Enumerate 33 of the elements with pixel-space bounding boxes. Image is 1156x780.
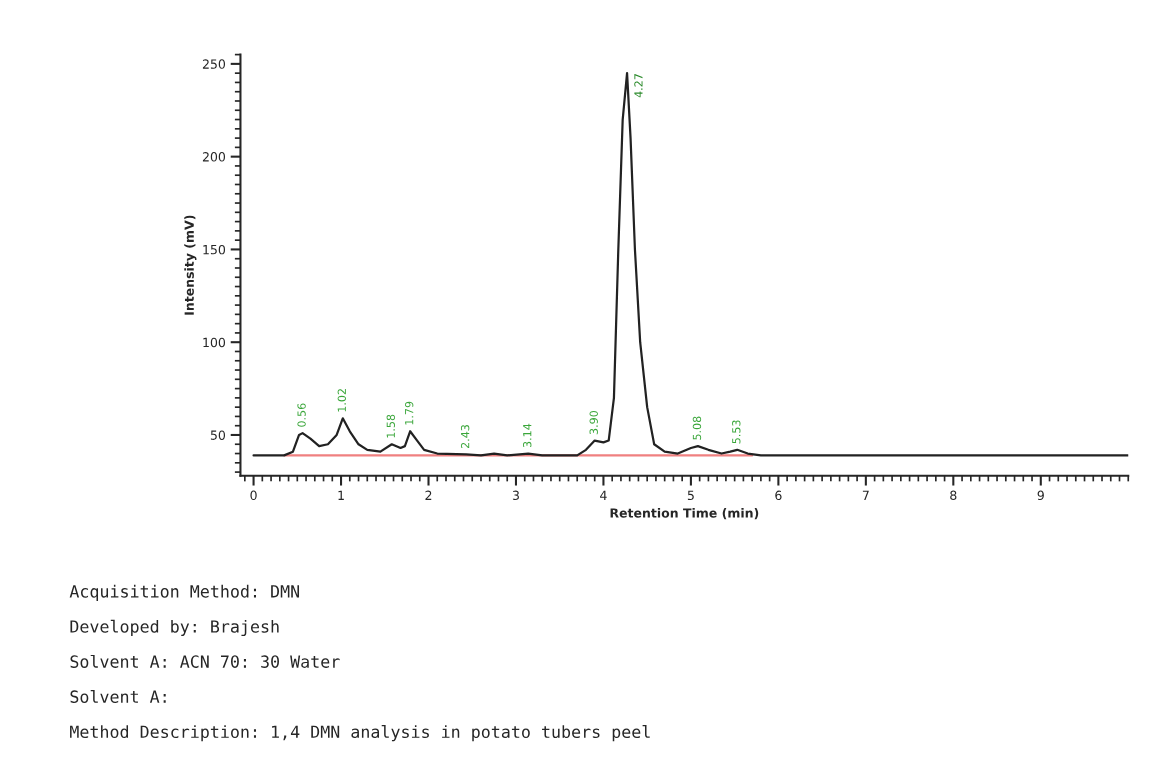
line-series: [252, 72, 1129, 457]
annotation: 5.08: [692, 416, 702, 440]
annotation: 5.53: [732, 420, 741, 444]
x-tick-label: 1: [338, 490, 344, 500]
annotation: 4.27: [634, 74, 643, 98]
annotation: 1.58: [386, 414, 395, 438]
x-tick-label: 2: [425, 490, 432, 500]
y-tick-label: 250: [202, 59, 226, 69]
x-tick-label: 4: [600, 490, 607, 500]
annotation: 1.02: [337, 389, 347, 412]
x-tick-label: 8: [950, 490, 957, 501]
x-axis-title: Retention Time (min): [610, 508, 759, 520]
annotation: 1.79: [404, 401, 414, 425]
text: Developed by: Brajesh: [70, 619, 279, 637]
text: Acquisition Method: DMN: [69, 584, 300, 601]
annotation: 3.14: [523, 423, 532, 448]
annotation: 2.43: [460, 425, 470, 449]
x-tick-label: 9: [1037, 490, 1044, 501]
x-tick-label: 7: [862, 490, 869, 500]
x-tick-label: 5: [687, 490, 694, 501]
y-tick-label: 50: [210, 430, 226, 440]
x-tick-label: 3: [512, 490, 519, 501]
y-tick-label: 100: [203, 337, 226, 348]
text: Solvent A:: [70, 689, 166, 703]
annotation: 0.56: [297, 403, 306, 427]
x-tick-label: 0: [250, 490, 257, 501]
y-axis-title: Intensity (mV): [184, 215, 197, 315]
annotation: 3.90: [589, 410, 598, 435]
x-tick-label: 6: [775, 490, 782, 501]
text: Method Description: 1,4 DMN analysis in potato tubers peel: [70, 725, 650, 742]
text: Solvent A: ACN 70: 30 Water: [70, 654, 340, 668]
y-tick-label: 150: [203, 244, 226, 255]
y-tick-label: 200: [202, 152, 226, 162]
